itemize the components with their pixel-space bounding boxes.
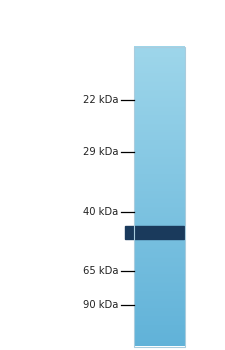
Text: 90 kDa: 90 kDa — [83, 300, 118, 309]
Text: 22 kDa: 22 kDa — [83, 95, 118, 105]
Text: 65 kDa: 65 kDa — [83, 266, 118, 276]
Text: 40 kDa: 40 kDa — [83, 207, 118, 217]
Bar — [134, 47, 184, 346]
Text: 29 kDa: 29 kDa — [83, 147, 118, 157]
Bar — [125, 226, 184, 239]
